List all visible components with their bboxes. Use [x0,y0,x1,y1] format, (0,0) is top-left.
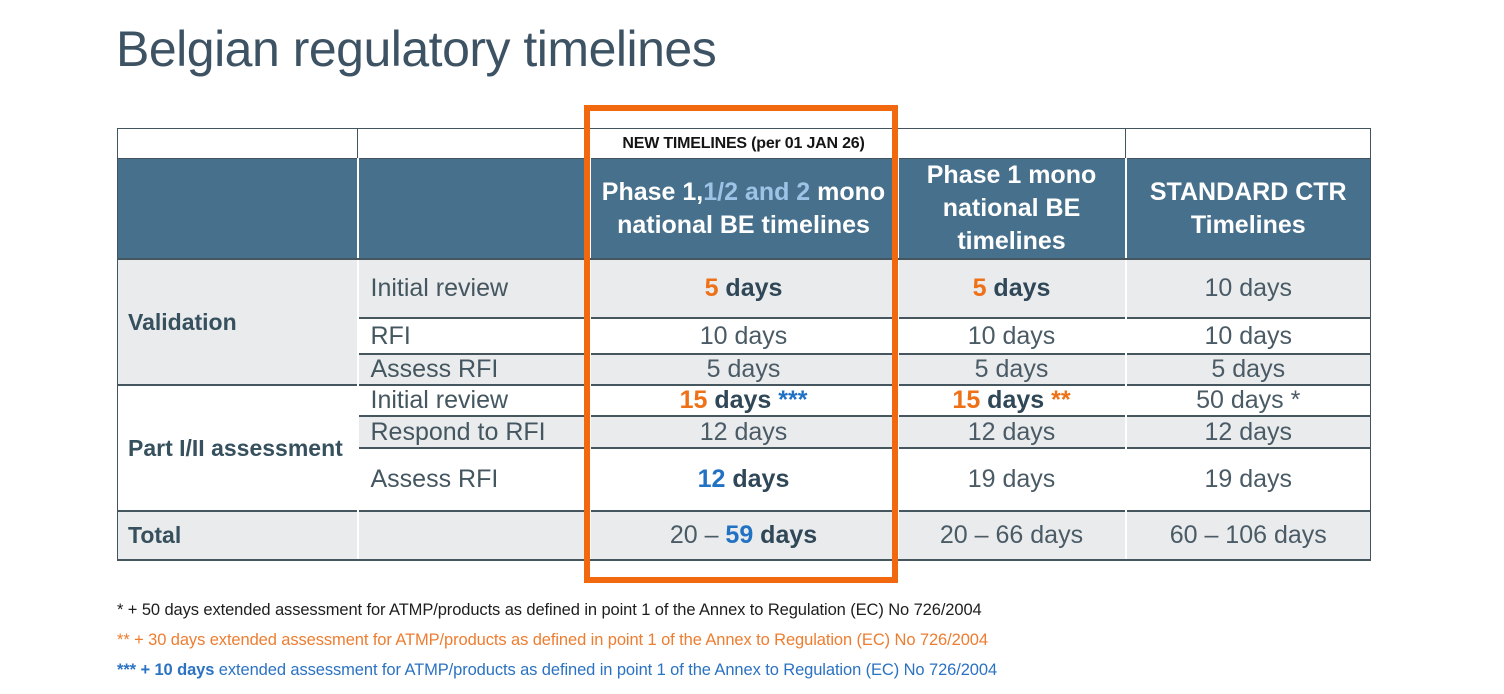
table-row: RFI 10 days 10 days 10 days [118,317,1371,354]
value-unit: days [980,386,1052,414]
footnote-2: ** + 30 days extended assessment for ATM… [117,631,988,649]
header-text: Phase 1, [601,177,704,206]
footnote-1: * + 50 days extended assessment for ATMP… [117,601,982,619]
footnote-3-text: extended assessment for ATMP/products as… [214,661,998,679]
total-empty-cell [356,510,590,561]
banner-empty-cell [117,128,358,159]
value-number-orange: 5 [704,274,719,302]
section-label-validation: Validation [117,258,358,385]
footnote-3: *** + 10 days extended assessment for AT… [117,661,997,680]
column-header-phase1-mono: Phase 1 mono national BE timelines [896,158,1126,260]
row-label-respond-rfi: Respond to RFI [356,415,590,448]
row-label-assess-rfi: Assess RFI [356,447,590,511]
cell-part-respond-phase1: 12 days [896,415,1126,448]
value-unit: days [718,274,783,302]
value-number-orange: 5 [972,274,987,302]
cell-validation-assess-phase1: 5 days [896,353,1126,385]
table-row: Assess RFI 5 days 5 days 5 days [118,353,1371,385]
cell-validation-initial-new: 5 days [588,258,898,318]
column-header-standard-ctr: STANDARD CTR Timelines [1124,158,1371,260]
cell-part-respond-ctr: 12 days [1124,415,1371,448]
cell-validation-rfi-ctr: 10 days [1124,317,1371,354]
cell-total-phase1: 20 – 66 days [896,510,1126,561]
value-range: 20 – [669,521,726,549]
table-row: Respond to RFI 12 days 12 days 12 days [118,415,1371,448]
footnote-3-lead: *** + 10 days [117,661,215,679]
cell-part-assess-phase1: 19 days [896,447,1126,511]
table-row: Assess RFI 12 days 19 days 19 days [118,447,1371,511]
header-empty-cell [356,158,590,260]
banner-label: NEW TIMELINES (per 01 JAN 26) [622,134,865,152]
timelines-table: NEW TIMELINES (per 01 JAN 26) Phase 1,1/… [117,128,1371,561]
banner-empty-cell [357,128,590,159]
value-number-orange: 15 [952,386,981,414]
table-row: Total 20 – 59 days 20 – 66 days 60 – 106… [117,510,1371,561]
row-label-initial-review: Initial review [356,258,590,318]
value-unit: days [986,274,1051,302]
cell-total-new: 20 – 59 days [588,510,898,561]
cell-part-initial-new: 15 days *** [588,384,898,416]
cell-part-assess-ctr: 19 days [1124,447,1371,511]
cell-validation-assess-new: 5 days [588,353,898,385]
value-number-blue: 12 [697,465,726,493]
value-unit: days [753,521,818,549]
banner-empty-cell [1125,128,1371,159]
banner-empty-cell [897,128,1126,159]
cell-validation-initial-ctr: 10 days [1124,258,1371,318]
footnote-marker-orange: ** [1051,386,1071,414]
cell-validation-assess-ctr: 5 days [1124,353,1371,385]
cell-part-assess-new: 12 days [588,447,898,511]
table-row: NEW TIMELINES (per 01 JAN 26) [117,128,1371,159]
value-unit: days [707,386,779,414]
table-row: Validation Initial review 5 days 5 days … [117,258,1371,385]
row-label-rfi: RFI [356,317,590,354]
row-label-initial-review: Initial review [356,384,590,416]
cell-part-initial-ctr: 50 days * [1124,384,1371,416]
column-header-phase12: Phase 1,1/2 and 2 mono national BE timel… [588,158,898,260]
cell-total-ctr: 60 – 106 days [1124,510,1371,561]
value-number-orange: 15 [679,386,708,414]
banner-cell: NEW TIMELINES (per 01 JAN 26) [589,128,898,159]
timelines-table-wrapper: NEW TIMELINES (per 01 JAN 26) Phase 1,1/… [117,128,1371,561]
page-title: Belgian regulatory timelines [116,21,717,77]
section-label-part-assessment: Part I/II assessment [117,384,358,511]
header-text-lightblue: 1/2 and 2 [703,177,811,206]
cell-validation-rfi-new: 10 days [588,317,898,354]
cell-part-initial-phase1: 15 days ** [896,384,1126,416]
cell-validation-rfi-phase1: 10 days [896,317,1126,354]
footnote-marker-blue: *** [778,386,808,414]
cell-validation-initial-phase1: 5 days [896,258,1126,318]
value-number-blue: 59 [725,521,754,549]
header-empty-cell [117,158,358,260]
cell-part-respond-new: 12 days [588,415,898,448]
row-label-assess-rfi: Assess RFI [356,353,590,385]
table-row: Part I/II assessment Initial review 15 d… [117,384,1371,511]
value-unit: days [725,465,790,493]
table-row: Phase 1,1/2 and 2 mono national BE timel… [117,158,1371,260]
total-label: Total [117,510,358,561]
header-text: mono national BE timelines [617,177,886,239]
